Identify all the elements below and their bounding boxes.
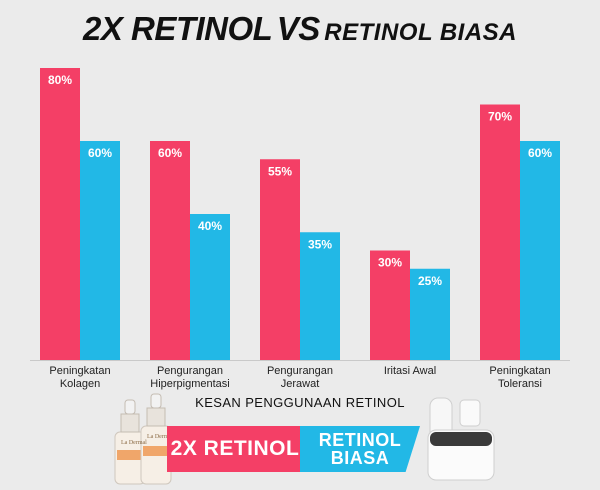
- brand-logo-text-2: La Dermal: [147, 434, 173, 440]
- category-label: Peningkatan Kolagen: [49, 365, 110, 390]
- legend-label-retinol-biasa-line1: RETINOL: [318, 430, 402, 450]
- legend-label-2x-retinol: 2X RETINOL: [170, 437, 300, 460]
- data-label: 80%: [48, 73, 72, 87]
- bar-2x-retinol: [260, 159, 300, 360]
- data-label: 55%: [268, 164, 292, 178]
- chart-title: 2X RETINOL VS RETINOL BIASA: [0, 10, 600, 48]
- bar-retinol-biasa: [410, 268, 450, 360]
- data-label: 35%: [308, 237, 332, 251]
- title-part1: 2X RETINOL: [82, 10, 273, 47]
- x-axis-title: KESAN PENGGUNAAN RETINOL: [195, 395, 405, 410]
- brand-logo-text: La Dermal: [121, 440, 147, 446]
- data-label: 40%: [198, 219, 222, 233]
- bar-2x-retinol: [150, 141, 190, 360]
- bar-2x-retinol: [480, 104, 520, 360]
- category-label: Pengurangan Hiperpigmentasi: [150, 365, 229, 390]
- legend-item-retinol-biasa: RETINOL BIASA: [300, 426, 420, 472]
- cream-jars-image: [427, 397, 495, 481]
- bar-2x-retinol: [40, 68, 80, 360]
- bar-retinol-biasa: [520, 141, 560, 360]
- category-label: Peningkatan Toleransi: [489, 365, 550, 390]
- data-label: 25%: [418, 274, 442, 288]
- bar-retinol-biasa: [190, 214, 230, 360]
- data-label: 60%: [88, 146, 112, 160]
- legend-item-2x-retinol: 2X RETINOL: [167, 426, 303, 472]
- bar-chart: 80% 60% Peningkatan Kolagen 60% 40% Penguranga…: [30, 68, 570, 390]
- bar-retinol-biasa: [300, 232, 340, 360]
- legend-label-retinol-biasa-line2: BIASA: [330, 448, 390, 468]
- data-label: 30%: [378, 256, 402, 270]
- legend: La Dermal La Dermal 2X RETINOL RETINOL B…: [105, 392, 600, 490]
- data-label: 70%: [488, 110, 512, 124]
- data-label: 60%: [158, 146, 182, 160]
- category-label: Iritasi Awal: [384, 365, 436, 377]
- bar-retinol-biasa: [80, 141, 120, 360]
- category-label: Pengurangan Jerawat: [267, 365, 333, 390]
- title-part2: RETINOL BIASA: [324, 19, 518, 46]
- data-label: 60%: [528, 146, 552, 160]
- serum-bottles-image: La Dermal La Dermal: [114, 393, 173, 485]
- title-vs: VS: [276, 10, 321, 47]
- bar-2x-retinol: [370, 250, 410, 360]
